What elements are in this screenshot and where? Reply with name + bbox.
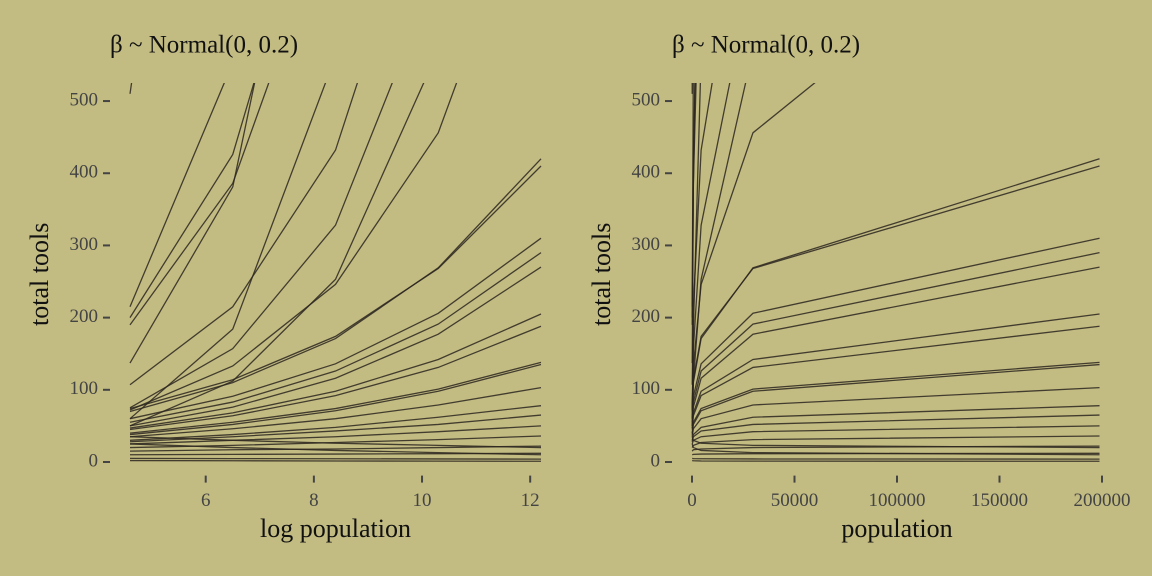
x-tick-label: 12	[521, 490, 540, 511]
x-tick-label: 100000	[869, 490, 926, 511]
curve	[129, 425, 542, 445]
curve	[129, 386, 542, 438]
curve	[129, 445, 542, 452]
y-tick-label: 0	[651, 450, 661, 471]
curve	[129, 158, 542, 413]
curve	[129, 313, 542, 429]
curve	[691, 83, 702, 419]
y-tick-label: 400	[70, 162, 99, 183]
curve	[129, 266, 542, 427]
x-tick-label: 50000	[771, 490, 819, 511]
x-tick-label: 150000	[971, 490, 1028, 511]
curve	[129, 83, 327, 420]
y-tick-label: 100	[632, 378, 661, 399]
y-axis-label: total tools	[587, 223, 616, 326]
curve	[129, 363, 542, 436]
curve	[691, 83, 696, 364]
curve	[129, 83, 393, 409]
x-axis-label: log population	[260, 514, 411, 543]
curve	[691, 363, 1100, 435]
panel: β ~ Normal(0, 0.2) 0 100 200 300 400 500 0 50000…	[587, 32, 1131, 543]
curve	[129, 443, 542, 456]
y-tick-label: 200	[70, 306, 99, 327]
y-tick-label: 0	[89, 450, 99, 471]
y-tick-label: 100	[70, 378, 99, 399]
curve	[129, 83, 359, 386]
curve	[129, 457, 542, 460]
curve	[129, 83, 255, 318]
chart-title: β ~ Normal(0, 0.2)	[672, 32, 860, 59]
y-tick-label: 300	[632, 234, 661, 255]
curve	[129, 459, 542, 462]
curve	[129, 83, 270, 326]
curve	[691, 386, 1100, 437]
curve	[129, 83, 256, 364]
y-tick-label: 400	[632, 162, 661, 183]
y-axis-label: total tools	[25, 223, 54, 326]
curve	[129, 237, 542, 420]
panel: β ~ Normal(0, 0.2) 0 100 200 300 400 500 6 8 10 12…	[25, 32, 542, 543]
curve	[129, 325, 542, 431]
curve	[691, 83, 747, 426]
curve	[129, 361, 542, 434]
curve	[129, 83, 425, 427]
x-tick-label: 8	[309, 490, 319, 511]
y-tick-label: 500	[70, 89, 99, 110]
x-tick-label: 6	[201, 490, 211, 511]
curve	[129, 405, 542, 441]
curve	[691, 443, 1100, 456]
x-tick-label: 200000	[1074, 490, 1131, 511]
x-tick-label: 10	[413, 490, 432, 511]
curve	[691, 425, 1100, 445]
x-tick-label: 0	[687, 490, 697, 511]
curve	[129, 165, 542, 410]
curve	[129, 83, 225, 308]
x-axis-label: population	[841, 514, 952, 543]
curve	[692, 457, 1100, 460]
y-tick-label: 300	[70, 234, 99, 255]
y-tick-label: 500	[632, 89, 661, 110]
y-tick-label: 200	[632, 306, 661, 327]
curve	[129, 414, 542, 443]
plot-area	[691, 83, 1100, 462]
curve	[691, 445, 1100, 452]
curve	[129, 252, 542, 423]
curve	[691, 436, 1100, 449]
curve	[129, 83, 458, 411]
curve	[129, 436, 542, 449]
curve	[692, 459, 1100, 462]
plot-area	[129, 83, 542, 462]
chart-title: β ~ Normal(0, 0.2)	[110, 32, 298, 59]
